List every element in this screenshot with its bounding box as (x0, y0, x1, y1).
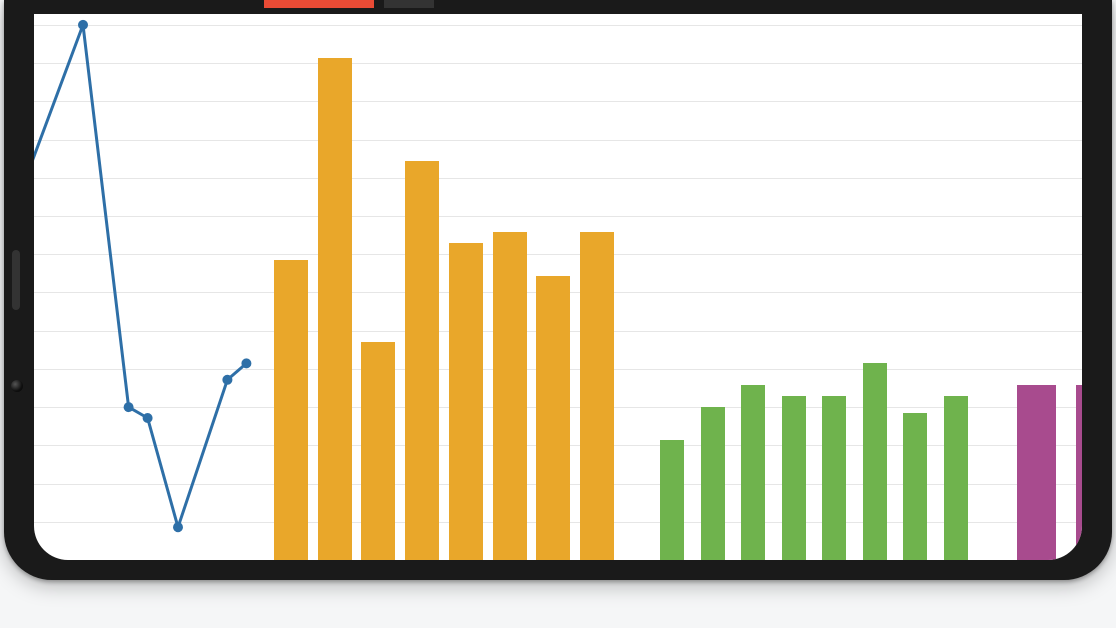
charts-strip (34, 14, 1082, 560)
chart-bar (1017, 385, 1056, 560)
chart-bar (903, 413, 927, 560)
phone-screen (34, 14, 1082, 560)
yellow_bars (254, 14, 634, 560)
chart-bar (493, 232, 527, 560)
chart-bar (944, 396, 968, 560)
line-series-marker (143, 413, 153, 423)
chart-bar (536, 276, 570, 560)
chart-bar (449, 243, 483, 560)
chart-bar (701, 407, 725, 560)
phone-speaker (12, 250, 20, 310)
chart-bar (863, 363, 887, 560)
line-series-marker (78, 20, 88, 30)
chart-bar (782, 396, 806, 560)
line-chart-svg (34, 14, 254, 560)
purple_bars (994, 14, 1082, 560)
line-series-path (34, 25, 246, 527)
chart-bar (318, 58, 352, 560)
chart-bar (822, 396, 846, 560)
line-series-marker (124, 402, 134, 412)
line-series-marker (241, 358, 251, 368)
line_panel (34, 14, 254, 560)
phone-top-button (384, 0, 434, 8)
chart-bar (580, 232, 614, 560)
phone-front-camera (11, 380, 23, 392)
phone-power-button-accent (264, 0, 374, 8)
chart-bar (361, 342, 395, 560)
chart-bar (274, 260, 308, 560)
phone-frame (4, 0, 1112, 580)
chart-bar (405, 161, 439, 560)
chart-bar (660, 440, 684, 560)
line-series-marker (222, 375, 232, 385)
chart-bar (1076, 385, 1082, 560)
charts-viewport (34, 14, 1082, 560)
line-series-marker (173, 522, 183, 532)
chart-bar (741, 385, 765, 560)
green_bars (634, 14, 994, 560)
